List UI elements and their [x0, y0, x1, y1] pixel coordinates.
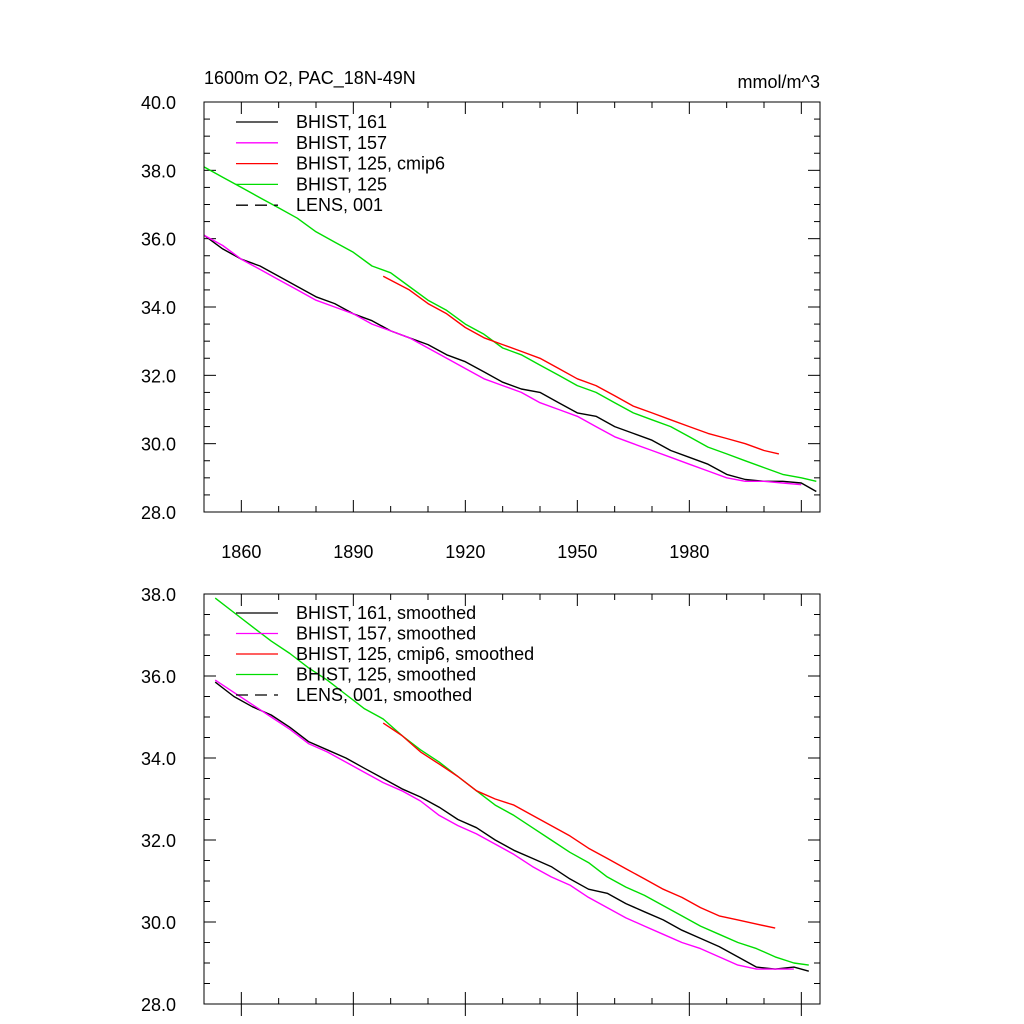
series-line-bhist-125-cmip6 — [382, 275, 780, 455]
x-tick-label: 1860 — [221, 542, 261, 562]
y-tick-label: 36.0 — [141, 230, 176, 250]
legend-label: BHIST, 157 — [296, 133, 387, 153]
y-tick-label: 28.0 — [141, 503, 176, 523]
series-line-bhist-161 — [203, 234, 817, 493]
series-line-bhist-157 — [203, 234, 802, 486]
y-tick-label: 38.0 — [141, 161, 176, 181]
y-tick-label: 40.0 — [141, 93, 176, 113]
y-tick-label: 34.0 — [141, 749, 176, 769]
legend-label: BHIST, 125, cmip6 — [296, 154, 445, 174]
series-line-bhist-125 — [203, 166, 817, 482]
y-tick-label: 36.0 — [141, 667, 176, 687]
bottom-panel-axes: 28.0 30.0 32.0 34.0 36.0 38.0 — [141, 585, 820, 1016]
top-panel: 1600m O2, PAC_18N-49N mmol/m^3 28.0 30.0 3… — [141, 68, 821, 562]
series-line-bhist-125-cmip6-smoothed — [382, 722, 776, 929]
y-tick-label: 38.0 — [141, 585, 176, 605]
top-panel-frame — [203, 101, 821, 513]
y-tick-label: 34.0 — [141, 298, 176, 318]
series-line-bhist-125-smoothed — [214, 597, 809, 966]
top-panel-axes: 28.0 30.0 32.0 34.0 36.0 38.0 40.0 1860 1890 1920… — [141, 93, 820, 562]
y-tick-label: 32.0 — [141, 366, 176, 386]
y-tick-label: 28.0 — [141, 995, 176, 1015]
x-tick-label: 1890 — [333, 542, 373, 562]
legend-label: BHIST, 125 — [296, 174, 387, 194]
legend-label: BHIST, 161 — [296, 112, 387, 132]
top-panel-series — [203, 166, 817, 493]
top-panel-units: mmol/m^3 — [738, 72, 820, 92]
y-tick-label: 30.0 — [141, 913, 176, 933]
x-tick-label: 1920 — [445, 542, 485, 562]
x-tick-label: 1980 — [669, 542, 709, 562]
bottom-panel: 28.0 30.0 32.0 34.0 36.0 38.0 BHIST, 161, smo… — [141, 585, 821, 1016]
legend-label: LENS, 001 — [296, 195, 383, 215]
bottom-panel-frame — [203, 593, 821, 1005]
series-line-bhist-161-smoothed — [214, 681, 809, 972]
legend-label: LENS, 001, smoothed — [296, 685, 472, 705]
legend-label: BHIST, 161, smoothed — [296, 603, 476, 623]
x-tick-label: 1950 — [557, 542, 597, 562]
series-line-bhist-157-smoothed — [214, 679, 794, 970]
legend-label: BHIST, 125, cmip6, smoothed — [296, 644, 534, 664]
y-tick-label: 32.0 — [141, 831, 176, 851]
y-tick-label: 30.0 — [141, 435, 176, 455]
top-panel-title: 1600m O2, PAC_18N-49N — [204, 68, 416, 89]
bottom-panel-series — [214, 597, 809, 972]
legend-label: BHIST, 125, smoothed — [296, 665, 476, 685]
legend-label: BHIST, 157, smoothed — [296, 624, 476, 644]
